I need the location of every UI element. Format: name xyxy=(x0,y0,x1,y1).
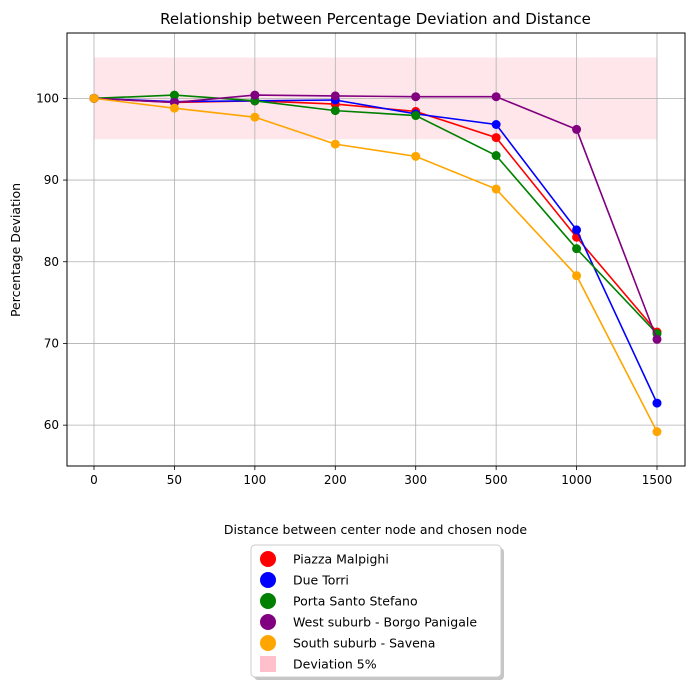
series-4 xyxy=(89,93,662,437)
data-point xyxy=(652,427,662,437)
x-tick-label: 500 xyxy=(485,473,508,487)
data-point xyxy=(250,112,260,122)
legend-marker xyxy=(260,593,276,609)
data-point xyxy=(572,244,582,254)
data-point xyxy=(491,184,501,194)
legend-label: Piazza Malpighi xyxy=(293,552,389,567)
legend-label: Due Torri xyxy=(293,573,349,588)
y-axis-label: Percentage Deviation xyxy=(8,183,23,317)
chart-title: Relationship between Percentage Deviatio… xyxy=(160,10,591,28)
data-point xyxy=(652,334,662,344)
data-point xyxy=(572,225,582,235)
data-point xyxy=(491,92,501,102)
legend-marker xyxy=(260,551,276,567)
x-tick-label: 1500 xyxy=(642,473,673,487)
x-tick-label: 1000 xyxy=(561,473,592,487)
data-point xyxy=(491,151,501,161)
data-point xyxy=(169,90,179,100)
series-line xyxy=(93,97,658,433)
plot-frame xyxy=(66,32,686,467)
legend-marker xyxy=(260,614,276,630)
data-point xyxy=(491,120,501,130)
y-tick-label: 80 xyxy=(44,255,59,269)
data-point xyxy=(411,151,421,161)
series-line xyxy=(93,94,658,335)
x-axis-label: Distance between center node and chosen … xyxy=(224,522,528,537)
x-tick-label: 200 xyxy=(324,473,347,487)
y-tick-label: 60 xyxy=(44,418,59,432)
data-point xyxy=(411,92,421,102)
data-point xyxy=(330,106,340,116)
y-tick-label: 100 xyxy=(36,91,59,105)
data-point xyxy=(89,93,99,103)
legend-label: West suburb - Borgo Panigale xyxy=(293,615,477,630)
y-tick-label: 70 xyxy=(44,336,59,350)
legend-items: Piazza Malpighi Due Torri Porta Santo Stef… xyxy=(260,551,477,672)
x-tick-label: 100 xyxy=(243,473,266,487)
series-line xyxy=(93,94,658,340)
legend-marker xyxy=(260,635,276,651)
legend: Piazza Malpighi Due Torri Porta Santo Stef… xyxy=(250,544,504,680)
data-point xyxy=(411,111,421,121)
x-tick-label: 300 xyxy=(404,473,427,487)
legend-label: Porta Santo Stefano xyxy=(293,594,418,609)
data-point xyxy=(652,398,662,408)
y-tick-label: 90 xyxy=(44,173,59,187)
data-point xyxy=(491,133,501,143)
x-tick-label: 0 xyxy=(90,473,98,487)
data-point xyxy=(330,139,340,149)
data-point xyxy=(572,124,582,134)
series-line xyxy=(93,97,658,404)
data-point xyxy=(572,271,582,281)
legend-label: South suburb - Savena xyxy=(293,636,435,651)
data-point xyxy=(169,103,179,113)
legend-frame xyxy=(250,544,502,678)
legend-band-marker xyxy=(260,656,276,672)
legend-label: Deviation 5% xyxy=(293,657,377,672)
x-tick-label: 50 xyxy=(167,473,182,487)
data-point xyxy=(250,90,260,100)
data-point xyxy=(330,91,340,101)
series-layer xyxy=(89,90,662,437)
legend-marker xyxy=(260,572,276,588)
tick-layer: 0 50 100 200 300 500 1000 1500 60 70 80 90 100 xyxy=(36,91,672,487)
